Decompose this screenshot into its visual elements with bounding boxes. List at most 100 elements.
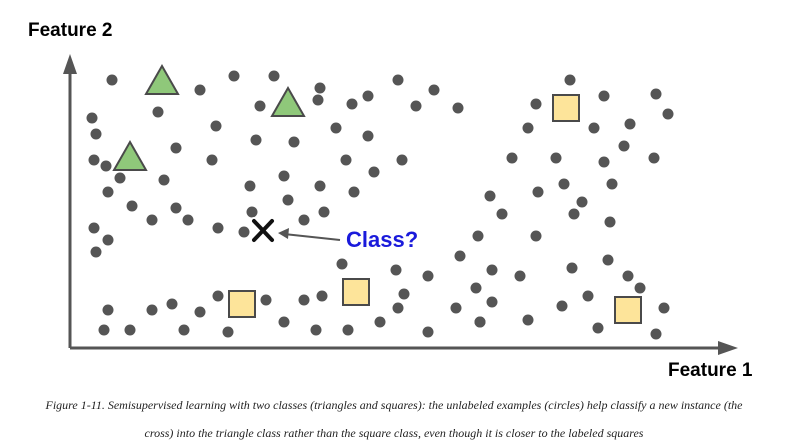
unlabeled-circle bbox=[470, 282, 482, 294]
unlabeled-circle bbox=[362, 130, 374, 142]
unlabeled-circle bbox=[582, 290, 594, 302]
unlabeled-circle bbox=[374, 316, 386, 328]
unlabeled-circle bbox=[318, 206, 330, 218]
unlabeled-circle bbox=[282, 194, 294, 206]
unlabeled-circle bbox=[634, 282, 646, 294]
unlabeled-circle bbox=[146, 214, 158, 226]
unlabeled-circle bbox=[428, 84, 440, 96]
triangle-class-point bbox=[270, 85, 306, 117]
unlabeled-circle bbox=[244, 180, 256, 192]
new-instance-cross bbox=[250, 217, 276, 244]
unlabeled-circle bbox=[88, 154, 100, 166]
unlabeled-circle bbox=[170, 142, 182, 154]
y-axis-label: Feature 2 bbox=[28, 20, 113, 41]
unlabeled-circle bbox=[396, 154, 408, 166]
unlabeled-circle bbox=[278, 170, 290, 182]
unlabeled-circle bbox=[650, 328, 662, 340]
unlabeled-circle bbox=[182, 214, 194, 226]
unlabeled-circle bbox=[166, 298, 178, 310]
unlabeled-circle bbox=[368, 166, 380, 178]
unlabeled-circle bbox=[486, 264, 498, 276]
square-class-point bbox=[228, 290, 256, 318]
unlabeled-circle bbox=[316, 290, 328, 302]
unlabeled-circle bbox=[398, 288, 410, 300]
unlabeled-circle bbox=[564, 74, 576, 86]
annotation-arrowhead bbox=[278, 228, 289, 239]
unlabeled-circle bbox=[298, 214, 310, 226]
unlabeled-circle bbox=[90, 246, 102, 258]
unlabeled-circle bbox=[158, 174, 170, 186]
unlabeled-circle bbox=[298, 294, 310, 306]
unlabeled-circle bbox=[662, 108, 674, 120]
unlabeled-circle bbox=[330, 122, 342, 134]
unlabeled-circle bbox=[530, 98, 542, 110]
square-class-points bbox=[228, 94, 642, 324]
unlabeled-circle bbox=[532, 186, 544, 198]
unlabeled-circle bbox=[206, 154, 218, 166]
x-axis-arrowhead bbox=[718, 341, 738, 355]
unlabeled-circle bbox=[530, 230, 542, 242]
unlabeled-circle bbox=[102, 186, 114, 198]
unlabeled-circle bbox=[88, 222, 100, 234]
unlabeled-circle bbox=[606, 178, 618, 190]
unlabeled-circle bbox=[268, 70, 280, 82]
unlabeled-circle bbox=[178, 324, 190, 336]
y-axis-arrowhead bbox=[63, 54, 77, 74]
unlabeled-circle bbox=[348, 186, 360, 198]
unlabeled-circle bbox=[598, 156, 610, 168]
unlabeled-circle bbox=[422, 270, 434, 282]
unlabeled-circle bbox=[314, 180, 326, 192]
unlabeled-circle bbox=[648, 152, 660, 164]
unlabeled-circle bbox=[588, 122, 600, 134]
unlabeled-circle bbox=[260, 294, 272, 306]
unlabeled-circle bbox=[496, 208, 508, 220]
unlabeled-circle bbox=[212, 290, 224, 302]
x-axis-label: Feature 1 bbox=[668, 360, 753, 381]
unlabeled-circle bbox=[102, 234, 114, 246]
unlabeled-circle bbox=[658, 302, 670, 314]
unlabeled-circle bbox=[506, 152, 518, 164]
unlabeled-circle bbox=[194, 84, 206, 96]
unlabeled-circle bbox=[602, 254, 614, 266]
unlabeled-circle bbox=[598, 90, 610, 102]
unlabeled-circle bbox=[622, 270, 634, 282]
unlabeled-circle bbox=[362, 90, 374, 102]
unlabeled-circle bbox=[392, 74, 404, 86]
unlabeled-circle bbox=[254, 100, 266, 112]
unlabeled-circle bbox=[126, 200, 138, 212]
unlabeled-circle bbox=[346, 98, 358, 110]
unlabeled-circle bbox=[314, 82, 326, 94]
unlabeled-circle bbox=[86, 112, 98, 124]
unlabeled-circle bbox=[422, 326, 434, 338]
unlabeled-circle bbox=[474, 316, 486, 328]
unlabeled-circle bbox=[102, 304, 114, 316]
square-class-point bbox=[552, 94, 580, 122]
unlabeled-circle bbox=[618, 140, 630, 152]
unlabeled-circle bbox=[624, 118, 636, 130]
unlabeled-circle bbox=[146, 304, 158, 316]
unlabeled-circle bbox=[576, 196, 588, 208]
unlabeled-circle bbox=[246, 206, 258, 218]
unlabeled-circle bbox=[556, 300, 568, 312]
unlabeled-circle bbox=[288, 136, 300, 148]
unlabeled-circle bbox=[152, 106, 164, 118]
unlabeled-circle bbox=[522, 122, 534, 134]
unlabeled-circle bbox=[100, 160, 112, 172]
unlabeled-circle bbox=[90, 128, 102, 140]
unlabeled-circle bbox=[604, 216, 616, 228]
triangle-class-point bbox=[112, 139, 148, 171]
unlabeled-circle bbox=[566, 262, 578, 274]
unlabeled-circle bbox=[484, 190, 496, 202]
unlabeled-circle bbox=[390, 264, 402, 276]
unlabeled-circle bbox=[486, 296, 498, 308]
unlabeled-circle bbox=[568, 208, 580, 220]
unlabeled-circle bbox=[170, 202, 182, 214]
unlabeled-circle bbox=[340, 154, 352, 166]
figure-caption-line-2: cross) into the triangle class rather th… bbox=[144, 426, 644, 440]
unlabeled-circle bbox=[114, 172, 126, 184]
unlabeled-circle bbox=[454, 250, 466, 262]
figure-caption-line-1: Figure 1-11. Semisupervised learning wit… bbox=[45, 398, 743, 412]
triangle-class-points bbox=[112, 63, 306, 171]
unlabeled-circle bbox=[238, 226, 250, 238]
unlabeled-circles bbox=[86, 70, 674, 340]
